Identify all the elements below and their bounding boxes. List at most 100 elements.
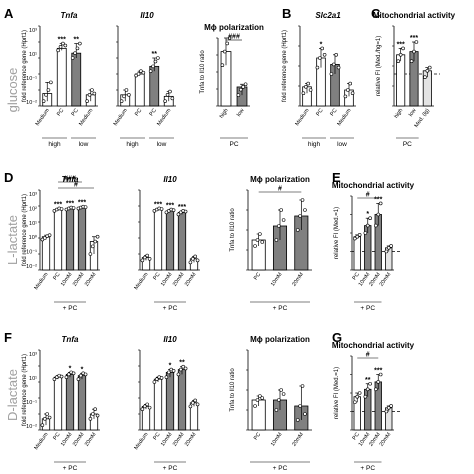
data-point (63, 43, 68, 48)
data-point (276, 398, 281, 402)
significance-marker: *** (58, 37, 66, 44)
row-label-d-lactate: D-lactate (5, 369, 20, 421)
panel-letter: A (4, 6, 14, 21)
data-point (243, 82, 248, 87)
group-label: + PC (63, 305, 78, 312)
data-point (168, 89, 172, 94)
group-label: + PC (273, 465, 288, 472)
data-point (329, 72, 334, 76)
panel-letter: D (4, 170, 13, 185)
data-point (322, 52, 327, 57)
data-point (41, 99, 46, 103)
y-tick-label: 10⁰ (29, 234, 38, 241)
data-point (427, 65, 432, 70)
data-point (151, 64, 155, 69)
data-point (163, 99, 167, 103)
data-point (79, 373, 83, 378)
bar (41, 236, 51, 271)
data-point (188, 260, 193, 265)
y-tick-label: 10⁻² (26, 100, 37, 106)
data-point (147, 257, 152, 261)
data-point (153, 59, 158, 64)
significance-marker: *** (410, 35, 418, 42)
data-point (159, 376, 164, 380)
significance-marker: *** (397, 41, 405, 48)
y-tick-label: 10³ (29, 28, 37, 34)
data-point (183, 366, 188, 371)
data-point (73, 51, 77, 55)
group-label: + PC (163, 305, 178, 312)
data-point (188, 404, 193, 409)
significance-marker: *** (78, 200, 86, 207)
category-label: 20mM (379, 271, 393, 287)
data-point (70, 56, 75, 60)
y-axis-label: fold reference gene (Hprt1) (22, 194, 28, 266)
bar (165, 210, 175, 271)
significance-marker: ** (74, 37, 80, 44)
category-label: PC (352, 272, 361, 282)
data-point (145, 402, 149, 407)
data-point (384, 249, 389, 254)
category-label: 10mM (270, 271, 284, 287)
data-point (353, 400, 357, 405)
data-point (87, 93, 92, 97)
y-tick-label: 10³ (29, 352, 37, 358)
panel-letter: B (282, 6, 291, 21)
data-point (389, 404, 393, 408)
bar (53, 209, 63, 271)
data-point (47, 415, 52, 420)
category-label: PC (52, 432, 61, 442)
data-point (75, 46, 80, 51)
data-point (279, 388, 284, 392)
data-point (386, 405, 391, 410)
data-point (59, 207, 64, 211)
data-point (357, 233, 362, 237)
data-point (92, 91, 97, 96)
group-label: PC (403, 141, 412, 148)
data-point (56, 48, 60, 53)
category-label: PC (149, 108, 158, 118)
panel-title: Il10 (163, 335, 177, 344)
significance-marker: *** (166, 203, 174, 210)
category-label: PC (315, 108, 324, 118)
category-label: Medium (134, 271, 150, 291)
data-point (253, 404, 257, 408)
data-point (279, 208, 284, 212)
row-label-glucose: glucose (5, 68, 20, 113)
data-point (423, 75, 427, 79)
category-label: high (219, 108, 230, 120)
data-point (71, 371, 76, 376)
data-point (401, 46, 405, 51)
data-point (363, 231, 368, 235)
data-point (136, 72, 141, 76)
category-label: Medium (113, 107, 129, 127)
bar (153, 209, 163, 271)
panel-title: Slc2a1 (315, 11, 341, 20)
data-point (225, 41, 229, 46)
data-point (170, 96, 175, 101)
group-label: + PC (360, 305, 375, 312)
group-label: PC (229, 141, 238, 148)
data-point (44, 93, 48, 97)
data-point (241, 85, 245, 89)
y-tick-label: 10⁻¹ (26, 76, 37, 82)
group-label: high (308, 141, 321, 148)
data-point (303, 208, 307, 212)
data-point (223, 49, 227, 54)
category-label: Medium (156, 107, 172, 127)
significance-marker: * (320, 41, 323, 48)
data-point (83, 372, 88, 377)
data-point (95, 413, 100, 418)
data-point (176, 372, 181, 377)
data-point (345, 88, 350, 92)
data-point (376, 380, 381, 384)
category-label: 20mM (379, 431, 393, 447)
category-label: low (236, 108, 246, 118)
bar (65, 208, 75, 271)
data-point (274, 238, 279, 242)
significance-bracket-label: # (366, 192, 370, 199)
panel-letter: F (4, 330, 12, 345)
data-point (348, 81, 353, 86)
